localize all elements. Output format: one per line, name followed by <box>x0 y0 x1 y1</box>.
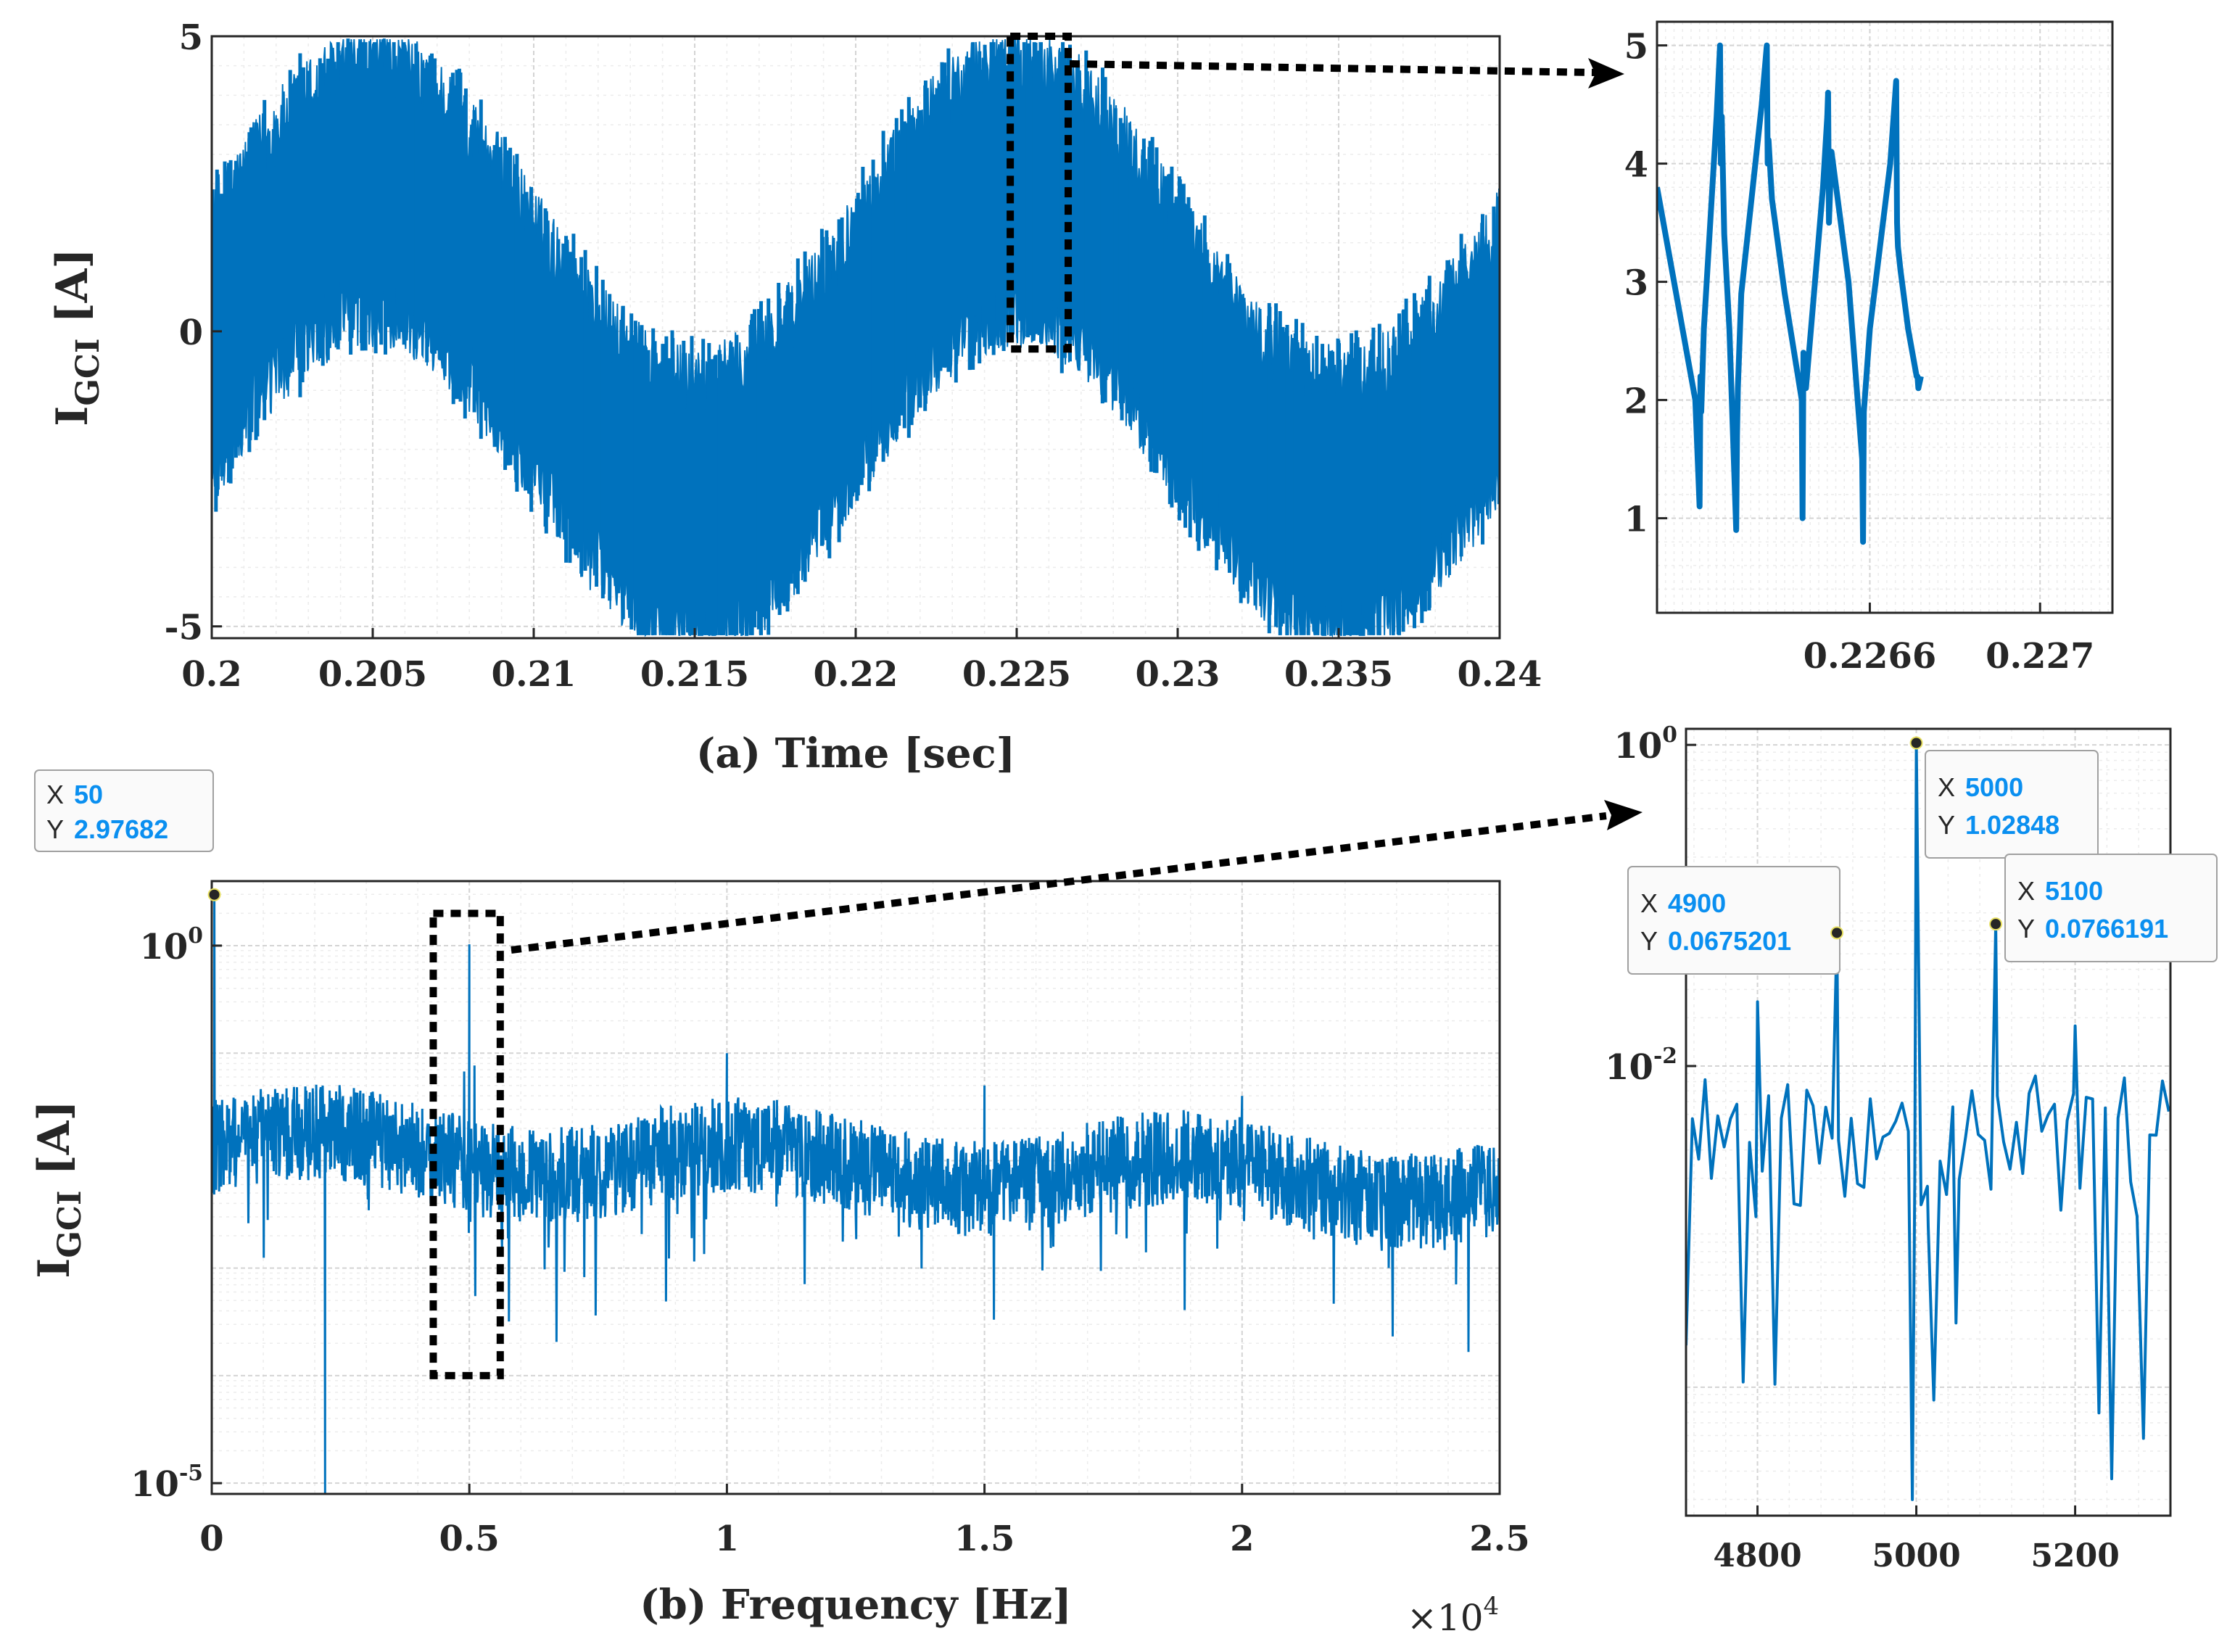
panel-a-zoom-y-tick-label: 4 <box>1624 145 1648 186</box>
panel-b-x-tick-label: 1.5 <box>954 1519 1015 1559</box>
panel-a-zoom-box <box>1007 33 1073 353</box>
panel-a-x-tick-label: 0.215 <box>640 654 749 695</box>
svg-text:Y1.02848: Y 1.02848 <box>1938 810 2059 840</box>
panel-b-x-ticks: 0 0.5 1 1.5 2 2.5 <box>199 1484 1530 1559</box>
panel-b-zoom-datatip-marker <box>1830 926 1844 940</box>
panel-b-zoom-x-ticks: 4800 5000 5200 <box>1713 1506 2120 1574</box>
panel-a-x-tick-label: 0.21 <box>492 654 577 695</box>
panel-b-spectrum-line <box>212 894 1500 1494</box>
svg-text:Y2.97682: Y 2.97682 <box>46 814 168 844</box>
panel-a-zoom-y-tick-label: 1 <box>1624 500 1648 540</box>
panel-b-zoom-arrow <box>511 800 1643 954</box>
panel-a-zoom-signal-line <box>1657 42 1924 545</box>
panel-a-zoom-arrow <box>1069 58 1624 88</box>
panel-b-datatip-marker <box>207 888 221 901</box>
panel-b-zoom-box <box>429 909 504 1379</box>
panel-a-x-ticks: 0.2 0.205 0.21 0.215 0.22 0.225 0.23 0.235 0.24 <box>181 628 1542 695</box>
panel-a-zoom-x-tick-label: 0.2266 <box>1804 636 1937 677</box>
panel-a-x-tick-label: 0.22 <box>814 654 898 695</box>
panel-b-x-tick-label: 2 <box>1230 1519 1254 1559</box>
panel-b-zoom-y-tick-label: 100 <box>1614 722 1678 767</box>
panel-a-zoom-y-tick-label: 5 <box>1624 27 1648 67</box>
panel-b-y-label: IGCI [A] <box>29 1100 88 1278</box>
panel-a-zoom-y-tick-label: 3 <box>1624 263 1648 304</box>
panel-a-y-ticks: -5 0 5 <box>165 17 222 648</box>
panel-b-y-tick-label: 10-5 <box>131 1461 203 1505</box>
panel-b-zoom-y-ticks: 10-2 100 <box>1605 722 1696 1088</box>
panel-b-frame <box>210 880 1501 1495</box>
svg-text:Y0.0766191: Y 0.0766191 <box>2017 914 2168 943</box>
panel-a-zoom-y-tick-label: 2 <box>1624 381 1648 422</box>
panel-b-zoom-spectrum-line <box>1686 741 2170 1501</box>
panel-a-zoom-grid <box>1656 22 2112 614</box>
panel-b-zoom-x-tick-label: 5000 <box>1872 1537 1960 1574</box>
panel-b-x-multiplier: ×104 <box>1407 1592 1499 1639</box>
panel-a-y-tick-label: 5 <box>179 17 203 58</box>
panel-a-x-tick-label: 0.2 <box>181 654 242 695</box>
panel-b-zoom-datatip-4900[interactable]: X 4900 Y 0.0675201 <box>1627 866 1840 975</box>
panel-b-y-tick-label: 100 <box>140 923 204 967</box>
panel-a-zoom-y-ticks: 1 2 3 4 5 <box>1624 27 1667 540</box>
panel-a-x-tick-label: 0.205 <box>318 654 427 695</box>
panel-a-zoom: 0.2266 0.227 1 2 3 4 5 <box>1624 20 2114 677</box>
panel-b-zoom-x-tick-label: 4800 <box>1713 1537 1801 1574</box>
panel-a-x-label: (a) Time [sec] <box>696 730 1015 777</box>
panel-b-zoom-datatip-marker <box>1909 736 1923 750</box>
panel-a-x-tick-label: 0.235 <box>1284 654 1393 695</box>
panel-b-zoom-datatip-marker <box>1989 917 2003 931</box>
panel-b-datatip-fundamental[interactable]: X 50 Y 2.97682 <box>34 769 221 901</box>
svg-text:X50: X 50 <box>46 780 103 809</box>
panel-b-y-ticks: 10-5 100 <box>131 923 222 1505</box>
panel-a-signal-line <box>214 42 1500 635</box>
panel-a-y-tick-label: -5 <box>165 608 203 648</box>
panel-b-main: 0 0.5 1 1.5 2 2.5 10-5100 (b) Frequency [Hz] … <box>29 769 1530 1639</box>
panel-b-zoom-datatip-5100[interactable]: X 5100 Y 0.0766191 <box>2004 854 2218 962</box>
panel-a-zoom-x-ticks: 0.2266 0.227 <box>1804 603 2094 677</box>
panel-a-main: 0.2 0.205 0.21 0.215 0.22 0.225 0.23 0.235 0.24 … <box>47 17 1542 777</box>
panel-b-x-tick-label: 0.5 <box>439 1519 500 1559</box>
panel-b-x-label: (b) Frequency [Hz] <box>640 1581 1072 1629</box>
panel-b-zoom-datatip-5000[interactable]: X 5000 Y 1.02848 <box>1925 750 2099 859</box>
panel-a-x-tick-label: 0.23 <box>1136 654 1220 695</box>
panel-a-x-tick-label: 0.24 <box>1458 654 1542 695</box>
panel-b-zoom-y-tick-label: 10-2 <box>1605 1044 1677 1088</box>
panel-b-zoom-x-tick-label: 5200 <box>2030 1537 2119 1574</box>
panel-b-zoom-frame <box>1685 727 2172 1517</box>
panel-b-zoom-datatip-markers <box>1830 736 2003 940</box>
panel-a-y-label: IGCI [A] <box>47 248 107 426</box>
panel-b-x-tick-label: 1 <box>715 1519 739 1559</box>
panel-b-zoom: 4800 5000 5200 10-2 100 X 5000 Y 1.02848 X 490… <box>1605 722 2218 1574</box>
panel-b-x-tick-label: 2.5 <box>1469 1519 1530 1559</box>
panel-a-x-tick-label: 0.225 <box>962 654 1071 695</box>
svg-text:Y0.0675201: Y 0.0675201 <box>1640 926 1791 956</box>
panel-b-x-tick-label: 0 <box>199 1519 223 1559</box>
panel-a-y-tick-label: 0 <box>179 313 203 353</box>
panel-a-zoom-x-tick-label: 0.227 <box>1986 636 2094 677</box>
panel-a-zoom-frame <box>1656 20 2114 614</box>
